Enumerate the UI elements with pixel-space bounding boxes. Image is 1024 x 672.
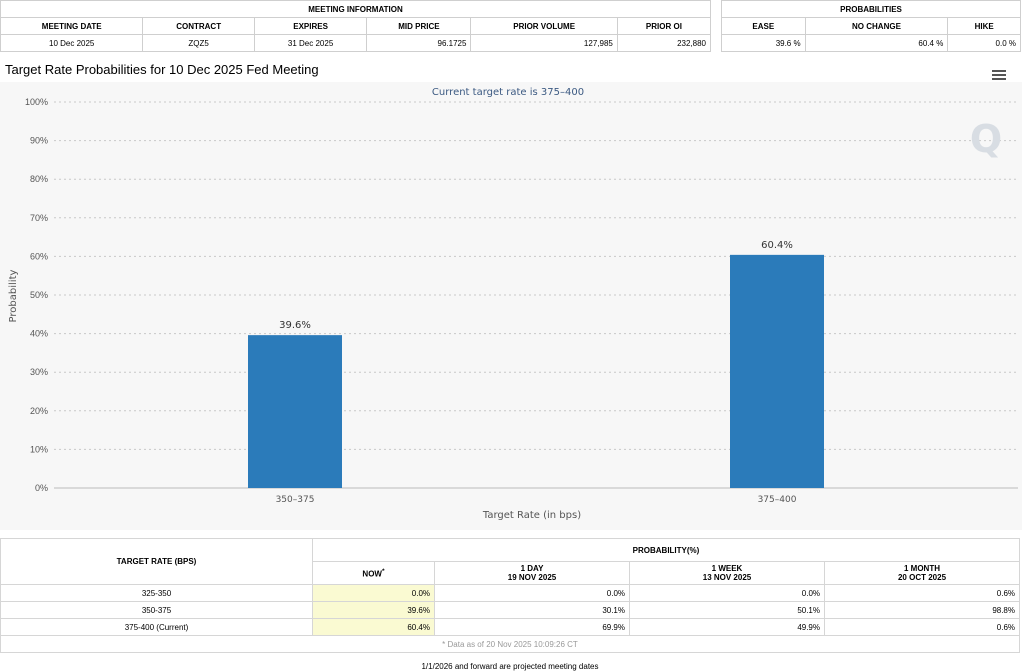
bars <box>248 254 824 488</box>
watermark-logo: Q <box>970 117 1002 161</box>
table-row: 350-375 39.6% 30.1% 50.1% 98.8% <box>0 601 1020 619</box>
rate-cell: 350-375 <box>0 601 313 619</box>
mid-price-value: 96.1725 <box>366 34 472 52</box>
header-prior-volume: PRIOR VOLUME <box>470 17 618 35</box>
header-1-month: 1 MONTH 20 OCT 2025 <box>824 561 1020 585</box>
y-tick-label: 40% <box>30 329 48 339</box>
y-tick-label: 80% <box>30 174 48 184</box>
probabilities-table: PROBABILITIES EASE NO CHANGE HIKE 39.6 %… <box>721 0 1021 52</box>
y-tick-label: 90% <box>30 136 48 146</box>
header-1-week: 1 WEEK 13 NOV 2025 <box>629 561 825 585</box>
chart-subtitle: Current target rate is 375–400 <box>432 87 584 98</box>
header-hike: HIKE <box>947 17 1021 35</box>
table-row: 375-400 (Current) 60.4% 69.9% 49.9% 0.6% <box>0 618 1020 636</box>
day-cell: 30.1% <box>434 601 630 619</box>
y-tick-label: 10% <box>30 444 48 454</box>
y-tick-label: 70% <box>30 213 48 223</box>
prior-oi-value: 232,880 <box>616 34 712 52</box>
y-tick-label: 20% <box>30 406 48 416</box>
data-label: 60.4% <box>761 240 793 251</box>
header-ease: EASE <box>721 17 806 35</box>
header-mid-price: MID PRICE <box>366 17 472 35</box>
probability-history-table: TARGET RATE (BPS) PROBABILITY(%) NOW* 1 … <box>0 538 1020 653</box>
meeting-date-value: 10 Dec 2025 <box>0 34 144 52</box>
probabilities-title: PROBABILITIES <box>721 0 1021 18</box>
day-cell: 0.0% <box>434 584 630 602</box>
contract-value: ZQZ5 <box>142 34 255 52</box>
x-tick-label: 350–375 <box>276 495 315 505</box>
rate-cell: 375-400 (Current) <box>0 618 313 636</box>
month-cell: 98.8% <box>824 601 1020 619</box>
x-tick-label: 375–400 <box>758 495 797 505</box>
table-row: 325-350 0.0% 0.0% 0.0% 0.6% <box>0 584 1020 602</box>
chart-area: 0% 10% 20% 30% 40% 50% 60% 70% 80% 90% 100% 39.6% 6… <box>0 82 1022 530</box>
grid-lines <box>54 101 1018 489</box>
header-now: NOW* <box>312 561 435 585</box>
now-cell: 60.4% <box>312 618 435 636</box>
rate-cell: 325-350 <box>0 584 313 602</box>
data-timestamp-footnote: * Data as of 20 Nov 2025 10:09:26 CT <box>0 635 1020 653</box>
x-tick-labels: 350–375 375–400 <box>276 495 797 505</box>
data-labels: 39.6% 60.4% <box>279 240 793 331</box>
month-cell: 0.6% <box>824 618 1020 636</box>
week-cell: 0.0% <box>629 584 825 602</box>
header-contract: CONTRACT <box>142 17 255 35</box>
now-cell: 0.0% <box>312 584 435 602</box>
y-tick-label: 50% <box>30 290 48 300</box>
projected-dates-note: 1/1/2026 and forward are projected meeti… <box>421 662 599 671</box>
week-cell: 49.9% <box>629 618 825 636</box>
meeting-information-table: MEETING INFORMATION MEETING DATE CONTRAC… <box>0 0 712 52</box>
hamburger-menu-icon[interactable] <box>992 70 1006 82</box>
data-label: 39.6% <box>279 320 311 331</box>
now-cell: 39.6% <box>312 601 435 619</box>
bar-chart: 0% 10% 20% 30% 40% 50% 60% 70% 80% 90% 100% 39.6% 6… <box>8 87 1018 521</box>
expires-value: 31 Dec 2025 <box>253 34 368 52</box>
day-cell: 69.9% <box>434 618 630 636</box>
y-tick-labels: 0% 10% 20% 30% 40% 50% 60% 70% 80% 90% 100% <box>25 97 48 493</box>
hike-value: 0.0 % <box>947 34 1021 52</box>
header-prior-oi: PRIOR OI <box>616 17 712 35</box>
y-axis-label: Probability <box>8 269 19 322</box>
bar-375–400[interactable] <box>730 254 824 488</box>
bar-350–375[interactable] <box>248 335 342 488</box>
header-expires: EXPIRES <box>253 17 368 35</box>
meeting-information-title: MEETING INFORMATION <box>0 0 711 18</box>
y-tick-label: 0% <box>35 483 48 493</box>
prior-volume-value: 127,985 <box>470 34 618 52</box>
header-no-change: NO CHANGE <box>804 17 949 35</box>
y-tick-label: 100% <box>25 97 48 107</box>
no-change-value: 60.4 % <box>804 34 949 52</box>
y-tick-label: 60% <box>30 251 48 261</box>
x-axis-label: Target Rate (in bps) <box>482 510 581 521</box>
header-target-rate: TARGET RATE (BPS) <box>0 538 313 585</box>
header-probability-group: PROBABILITY(%) <box>312 538 1020 562</box>
month-cell: 0.6% <box>824 584 1020 602</box>
y-tick-label: 30% <box>30 367 48 377</box>
header-1-day: 1 DAY 19 NOV 2025 <box>434 561 630 585</box>
header-meeting-date: MEETING DATE <box>0 17 144 35</box>
chart-title: Target Rate Probabilities for 10 Dec 202… <box>5 62 319 77</box>
week-cell: 50.1% <box>629 601 825 619</box>
ease-value: 39.6 % <box>721 34 806 52</box>
